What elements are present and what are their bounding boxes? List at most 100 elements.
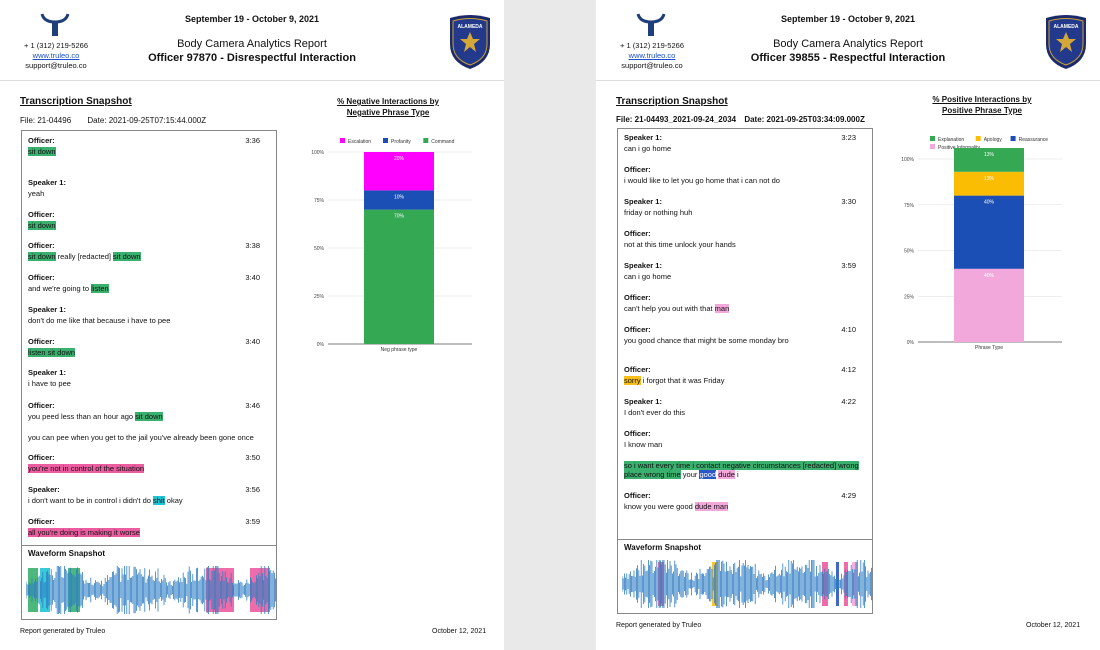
y-tick-label: 100% [901, 157, 914, 163]
highlighted-phrase[interactable]: sorry [624, 376, 641, 385]
data-label: 40% [984, 200, 995, 206]
data-label: 13% [984, 152, 995, 158]
utterance-line: friday or nothing huh [624, 208, 866, 217]
legend-swatch [975, 136, 981, 141]
highlighted-phrase[interactable]: listen [91, 284, 109, 293]
report-page-left: + 1 (312) 219-5266 www.truleo.co support… [0, 0, 504, 650]
utterance-line: so i want every time i contact negative … [624, 461, 866, 479]
speaker-label: Officer: [28, 210, 55, 219]
speaker-label: Officer: [28, 136, 55, 145]
speaker-label: Speaker 1: [28, 305, 66, 314]
footer-date: October 12, 2021 [432, 628, 487, 635]
speaker-label: Speaker 1: [28, 178, 66, 187]
speaker-label: Officer: [624, 325, 651, 334]
transcript-panel[interactable]: Speaker 1: 3:23 can i go home Officer: i wou… [617, 128, 873, 614]
bar-segment[interactable] [364, 209, 434, 344]
legend-label: Explanation [938, 137, 964, 143]
transcript-text: I don't ever do this [624, 408, 686, 417]
transcript-entry: Speaker 1: 4:22 I don't ever do this [624, 397, 866, 417]
y-tick-label: 25% [314, 294, 325, 300]
transcript-entry: Officer: can't help you out with that man [624, 293, 866, 313]
speaker-label: Speaker 1: [624, 133, 662, 142]
utterance-line: I know man [624, 440, 866, 449]
highlighted-phrase[interactable]: sit down [113, 252, 141, 261]
transcript-text: really [redacted] [55, 252, 114, 261]
legend-item: Profanity [383, 138, 411, 145]
utterance-line: I don't ever do this [624, 408, 866, 417]
y-tick-label: 50% [314, 246, 325, 252]
date-range: September 19 - October 9, 2021 [184, 14, 320, 24]
utterance-line: can i go home [624, 272, 866, 281]
highlighted-phrase[interactable]: sit down [28, 147, 56, 156]
highlighted-phrase[interactable]: so i want every time i contact negative … [624, 461, 859, 479]
transcript-entry: Speaker 1: don't do me like that because … [28, 305, 270, 325]
highlighted-phrase[interactable]: sit down [28, 252, 56, 261]
alameda-police-badge-icon: ALAMEDA [1046, 15, 1086, 69]
contact-info: + 1 (312) 219-5266 www.truleo.co support… [606, 41, 698, 71]
transcript-panel[interactable]: Officer: 3:36 sit down Speaker 1: yeah Office… [21, 130, 277, 620]
header-divider [596, 80, 1100, 81]
highlighted-phrase[interactable]: dude [718, 470, 735, 479]
waveform-graphic[interactable] [26, 564, 276, 616]
header-divider [0, 80, 504, 81]
chart-title-line1: % Positive Interactions by [932, 95, 1032, 104]
highlighted-phrase[interactable]: all you're doing is making it worse [28, 528, 140, 537]
transcript-text: yeah [28, 189, 45, 198]
timestamp: 4:10 [841, 325, 856, 334]
transcript-text: don't do me like that because i have to … [28, 316, 171, 325]
utterance-line: can i go home [624, 144, 866, 153]
waveform-title: Waveform Snapshot [28, 549, 106, 558]
transcript-entry: Officer: 4:12 sorry i forgot that it was F… [624, 365, 866, 385]
utterance-line: sit down [28, 221, 270, 230]
legend-label: Reassurance [1019, 137, 1049, 143]
utterance-line: i would like to let you go home that i c… [624, 176, 866, 185]
highlighted-phrase[interactable]: you're not in control of the situation [28, 464, 145, 473]
highlighted-phrase[interactable]: dude man [694, 502, 729, 511]
highlighted-phrase[interactable]: man [714, 304, 730, 313]
utterance-line: i have to pee [28, 379, 270, 388]
utterance-line: i don't want to be in control i didn't d… [28, 496, 270, 505]
transcript-text: you good chance that might be some monda… [624, 336, 789, 345]
report-title: Body Camera Analytics Report [773, 38, 923, 50]
highlighted-phrase[interactable]: good [699, 470, 717, 479]
y-tick-label: 0% [317, 342, 325, 348]
timestamp: 3:38 [245, 241, 260, 250]
utterance-line: sit down [28, 147, 270, 156]
bar-segment[interactable] [954, 171, 1024, 196]
legend-item: Command [423, 138, 455, 145]
highlighted-phrase[interactable]: shit [153, 496, 165, 505]
transcript-entry: Officer: 3:40 listen sit down [28, 337, 270, 357]
timestamp: 3:40 [245, 273, 260, 282]
transcript-text: I know man [624, 440, 663, 449]
transcript-text: okay [164, 496, 183, 505]
highlighted-phrase[interactable]: sit down [28, 221, 56, 230]
highlighted-phrase[interactable]: sit down [135, 412, 163, 421]
bar-segment[interactable] [954, 268, 1024, 342]
chart-title: % Negative Interactions by Negative Phra… [318, 96, 458, 118]
x-axis-label: Neg phrase type [381, 347, 418, 353]
timestamp: 3:59 [245, 517, 260, 526]
website-link[interactable]: www.truleo.co [628, 51, 676, 60]
transcript-text: can i go home [624, 272, 672, 281]
transcript-entry: Officer: 3:50 you're not in control of the… [28, 453, 270, 473]
chart-title-line2: Negative Phrase Type [346, 108, 430, 117]
report-page-right: + 1 (312) 219-5266 www.truleo.co support… [596, 0, 1100, 650]
utterance-line: you're not in control of the situation [28, 464, 270, 473]
legend-item: Escalation [340, 138, 371, 145]
bar-segment[interactable] [954, 195, 1024, 269]
legend-label: Positive Informality [938, 145, 980, 151]
legend-label: Profanity [391, 139, 411, 145]
utterance-line: not at this time unlock your hands [624, 240, 866, 249]
highlighted-phrase[interactable]: listen sit down [28, 348, 76, 357]
bar-segment[interactable] [364, 152, 434, 191]
bar-segment[interactable] [364, 190, 434, 210]
contact-info: + 1 (312) 219-5266 www.truleo.co support… [10, 41, 102, 71]
transcript-text: you peed less than an hour ago [28, 412, 136, 421]
website-link[interactable]: www.truleo.co [32, 51, 80, 60]
transcript-text: i have to pee [28, 379, 71, 388]
file-label: File: 21-04493_2021-09-24_2034 [616, 115, 737, 124]
waveform-graphic[interactable] [622, 558, 872, 610]
speaker-label: Speaker: [28, 485, 60, 494]
bar-segment[interactable] [954, 148, 1024, 172]
date-label: Date: 2021-09-25T07:15:44.000Z [87, 116, 207, 125]
